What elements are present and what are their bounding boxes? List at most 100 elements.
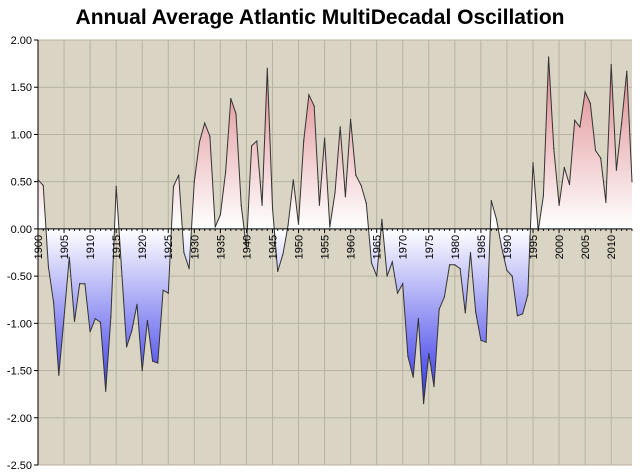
data-point	[297, 223, 300, 225]
data-point	[58, 374, 60, 376]
data-point	[334, 192, 336, 194]
data-point	[240, 204, 242, 206]
data-point	[610, 64, 612, 66]
data-point	[245, 247, 247, 249]
data-point	[574, 119, 576, 121]
x-tick-label: 1925	[163, 235, 175, 259]
data-point	[266, 67, 268, 69]
data-point	[417, 318, 419, 320]
y-tick-label: -2.50	[7, 460, 32, 472]
data-point	[251, 145, 253, 147]
data-point	[568, 183, 571, 186]
data-point	[433, 386, 435, 388]
data-point	[350, 118, 352, 120]
data-point	[157, 362, 159, 364]
data-point	[553, 148, 555, 150]
y-tick-label: 0.00	[11, 224, 32, 236]
data-point	[68, 256, 70, 258]
data-point	[47, 266, 50, 268]
axes	[34, 39, 633, 466]
data-point	[188, 268, 190, 270]
y-tick-label: -0.50	[7, 271, 32, 283]
data-point	[615, 169, 618, 171]
x-tick-label: 1965	[372, 235, 384, 259]
data-point	[407, 355, 409, 357]
x-tick-label: 1995	[528, 235, 540, 259]
data-point	[141, 370, 143, 372]
data-point	[454, 264, 456, 266]
data-point	[261, 204, 263, 206]
data-point	[313, 105, 315, 107]
x-tick-label: 1955	[320, 235, 332, 259]
data-point	[365, 202, 367, 204]
data-point	[438, 308, 440, 310]
y-tick-label: 1.50	[11, 82, 32, 94]
data-point	[506, 269, 508, 271]
data-point	[376, 275, 378, 277]
y-tick-labels: 2.00 1.50 1.00 0.50 0.00 -0.50 -1.00 -1.50 -2.00…	[7, 35, 32, 472]
data-point	[475, 311, 477, 313]
data-point	[386, 275, 388, 277]
series-line	[37, 56, 633, 405]
x-tick-label: 1990	[502, 235, 514, 259]
data-point	[303, 140, 305, 142]
data-point	[423, 403, 425, 405]
data-point	[589, 102, 591, 104]
data-point	[339, 126, 341, 128]
data-point	[271, 207, 274, 209]
data-point	[287, 224, 289, 226]
data-point	[501, 247, 503, 249]
data-point	[219, 214, 221, 216]
data-point	[308, 94, 310, 96]
data-point	[621, 122, 623, 124]
data-point	[183, 251, 185, 254]
data-point	[235, 113, 237, 115]
data-point	[626, 70, 628, 72]
data-point	[480, 339, 482, 341]
data-point	[605, 201, 607, 203]
x-tick-label: 1975	[424, 235, 436, 259]
y-tick-label: 2.00	[11, 35, 32, 47]
data-point	[162, 289, 164, 291]
data-point	[318, 204, 320, 206]
data-point	[126, 346, 128, 348]
data-point	[167, 292, 169, 294]
data-point	[490, 200, 492, 202]
data-point	[89, 331, 91, 333]
data-point	[193, 181, 195, 183]
negative-area	[38, 228, 632, 404]
data-point	[485, 341, 487, 343]
x-tick-label: 1950	[294, 235, 306, 259]
data-point	[225, 171, 227, 173]
data-point	[548, 56, 550, 58]
y-tick-label: -1.00	[7, 318, 32, 330]
data-point	[579, 126, 581, 128]
data-point	[344, 196, 346, 198]
data-point	[428, 353, 430, 355]
data-point	[99, 321, 102, 323]
data-point	[209, 135, 211, 137]
data-point	[563, 166, 565, 169]
x-tick-label: 1945	[267, 235, 279, 259]
data-point	[527, 294, 529, 296]
x-tick-label: 1940	[241, 235, 253, 259]
data-point	[230, 98, 232, 100]
data-point	[198, 141, 201, 143]
data-point	[324, 137, 326, 139]
data-point	[402, 283, 404, 285]
data-point	[115, 185, 117, 187]
x-tick-label: 2005	[580, 235, 592, 259]
data-point	[204, 122, 206, 124]
data-point	[584, 91, 586, 93]
data-point	[522, 313, 524, 315]
data-point	[53, 302, 55, 304]
data-point	[532, 162, 534, 164]
x-tick-label: 1900	[33, 235, 45, 259]
data-point	[381, 218, 383, 220]
data-point	[146, 319, 148, 322]
y-tick-label: 0.50	[11, 177, 32, 189]
data-point	[105, 390, 107, 392]
data-point	[42, 184, 44, 186]
x-tick-label: 2000	[554, 235, 566, 259]
data-point	[370, 262, 373, 264]
